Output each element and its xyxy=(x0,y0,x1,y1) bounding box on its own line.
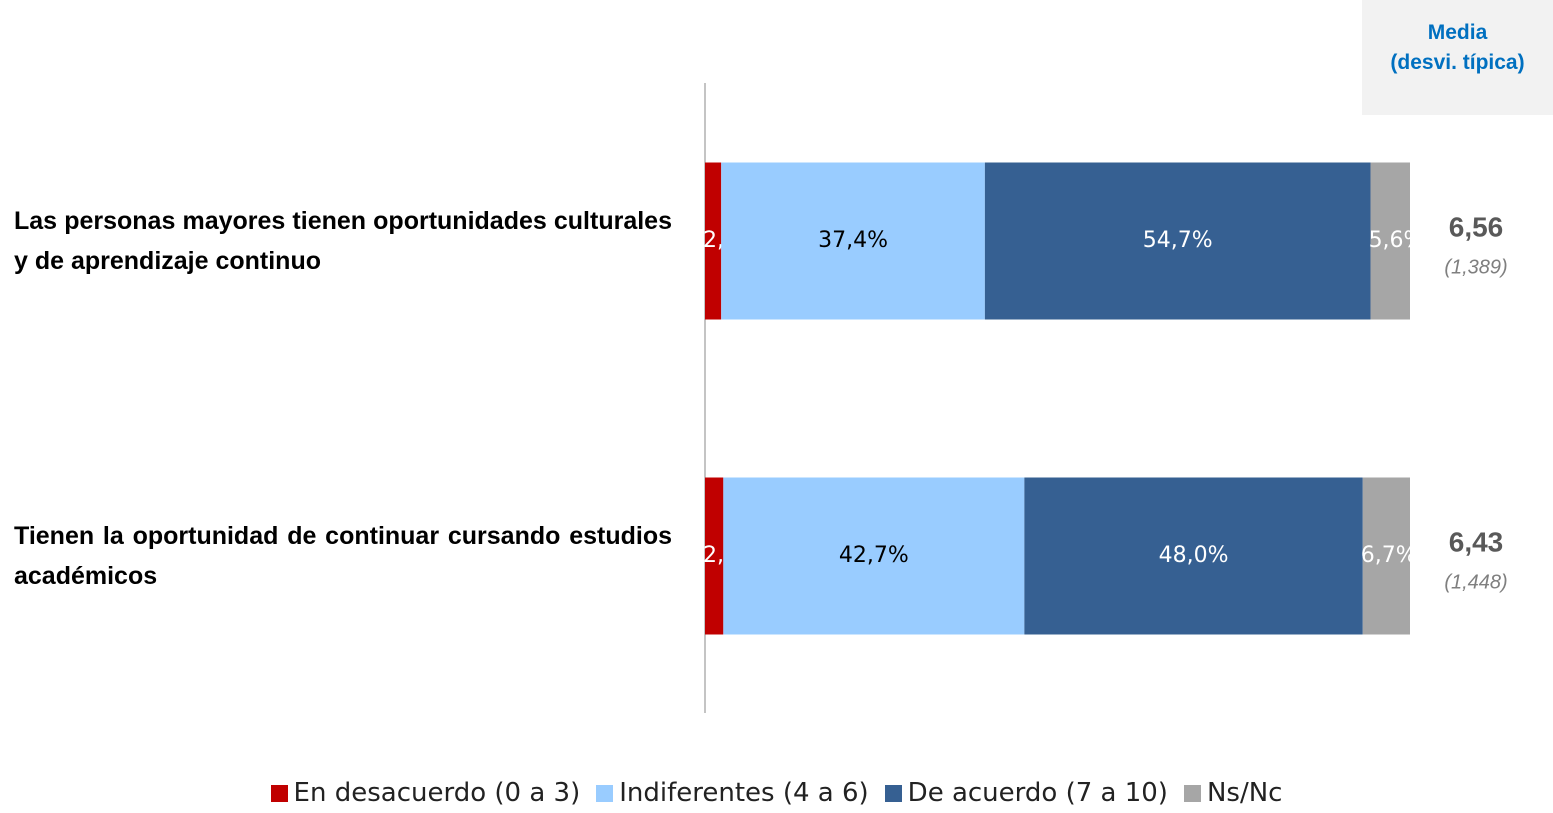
bar-segment xyxy=(705,162,722,320)
mean-value: 6,43 xyxy=(1449,526,1504,557)
legend-swatch xyxy=(884,784,902,802)
mean-subheader: (desvi. típica) xyxy=(1390,51,1525,74)
bar-segment xyxy=(705,477,724,635)
legend-swatch xyxy=(270,784,288,802)
mean-value: 6,56 xyxy=(1449,211,1504,242)
legend-swatch xyxy=(1183,784,1201,802)
legend-item: De acuerdo (7 a 10) xyxy=(884,778,1168,808)
bar-segment xyxy=(721,162,985,320)
legend-item: Ns/Nc xyxy=(1183,778,1283,808)
sd-value: (1,389) xyxy=(1444,256,1507,278)
value-label: 54,7% xyxy=(1143,228,1213,253)
legend: En desacuerdo (0 a 3) Indiferentes (4 a 6… xyxy=(0,778,1553,808)
value-label: 37,4% xyxy=(818,228,888,253)
value-label: 5,6% xyxy=(1369,228,1425,253)
category-label: Las personas mayores tienen oportunidade… xyxy=(14,207,672,275)
bar-segment xyxy=(984,162,1371,320)
bar-segment xyxy=(1362,477,1410,635)
legend-label: Ns/Nc xyxy=(1206,778,1283,808)
legend-swatch xyxy=(596,784,614,802)
legend-item: Indiferentes (4 a 6) xyxy=(596,778,869,808)
sd-value: (1,448) xyxy=(1444,571,1507,593)
value-label: 6,7% xyxy=(1361,543,1417,568)
value-label: 48,0% xyxy=(1159,543,1229,568)
bar-segment xyxy=(1024,477,1363,635)
mean-header: Media xyxy=(1427,21,1488,44)
legend-label: Indiferentes (4 a 6) xyxy=(619,778,869,808)
mean-header-box: Media (desvi. típica) xyxy=(1362,0,1553,115)
category-label: Tienen la oportunidad de continuar cursa… xyxy=(14,522,672,590)
bar-segment xyxy=(723,477,1025,635)
legend-item: En desacuerdo (0 a 3) xyxy=(270,778,581,808)
value-label: 42,7% xyxy=(839,543,909,568)
legend-label: En desacuerdo (0 a 3) xyxy=(293,778,581,808)
legend-label: De acuerdo (7 a 10) xyxy=(907,778,1168,808)
bar-segment xyxy=(1370,162,1410,320)
